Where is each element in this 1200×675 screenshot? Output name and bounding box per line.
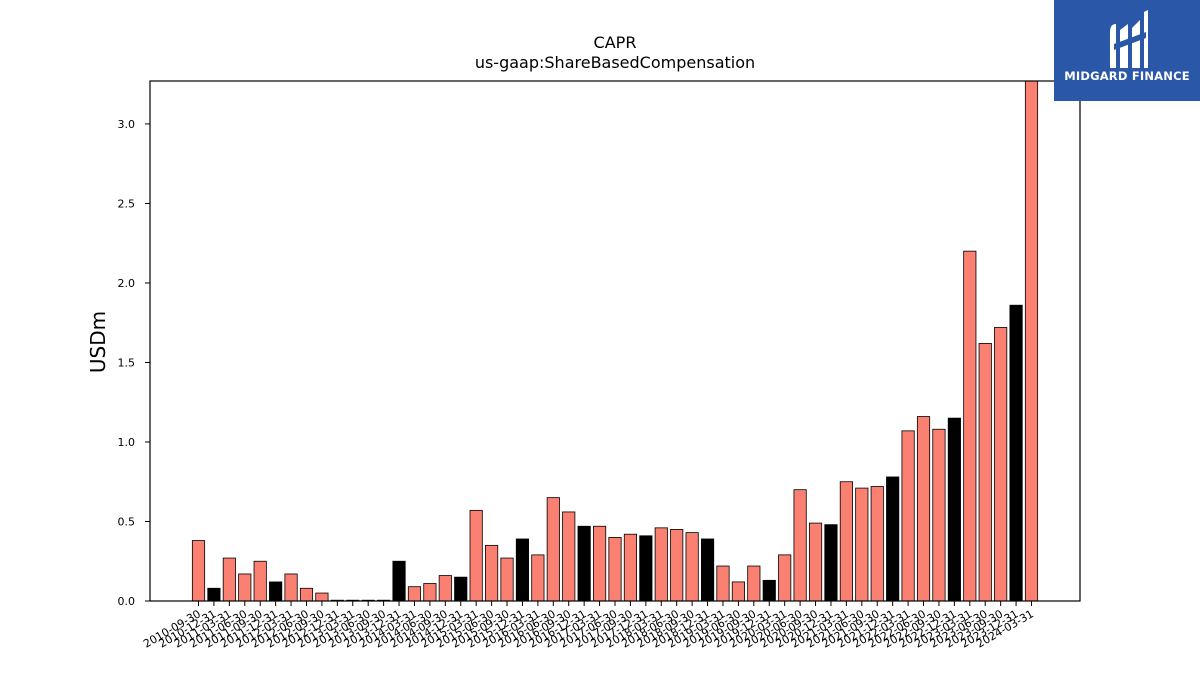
bar-2023-06-30 [978,342,992,602]
bar-2018-12-31 [700,538,715,602]
bar-2021-03-31 [839,481,853,602]
bar-2019-12-31 [762,579,776,602]
bar-2022-09-30 [932,428,946,602]
bar-2018-09-30 [685,532,699,602]
bar-2020-09-30 [808,522,823,602]
bar-2013-12-31 [392,560,406,602]
bar-2014-12-31 [454,576,468,602]
bar-2022-12-31 [947,417,961,602]
bar-2023-12-31 [1009,304,1023,602]
y-tick-label: 3.0 [118,118,136,131]
bar-2014-03-31 [407,586,422,602]
bar-2012-09-30 [315,592,329,602]
bar-2016-06-30 [546,497,560,602]
bar-2017-06-30 [608,536,622,602]
bar-2022-03-31 [901,430,915,602]
bar-2015-09-30 [500,557,514,602]
bar-2016-03-31 [531,554,545,602]
brand-name: MIDGARD FINANCE [1064,69,1190,83]
y-tick-label: 1.5 [118,356,136,369]
bar-2020-06-30 [793,489,807,602]
bar-2019-06-30 [731,581,745,602]
y-tick-label: 0.5 [118,515,136,528]
bar-2014-06-30 [423,583,437,602]
bar-2011-06-30 [238,573,252,602]
bar-2021-12-31 [886,476,900,602]
chart-title: CAPR [594,33,637,52]
brand-logo: MIDGARD FINANCE [1054,0,1200,101]
bar-2012-06-30 [299,587,314,602]
y-tick-label: 0.0 [118,595,136,608]
bar-2014-09-30 [438,575,452,602]
bar-2010-12-31 [207,587,221,602]
bar-2011-12-31 [269,581,283,602]
bar-2011-03-31 [222,557,236,602]
chart-subtitle: us-gaap:ShareBasedCompensation [475,53,755,72]
bar-2020-12-31 [824,524,838,602]
bar-2024-03-31 [1024,80,1039,602]
bars-group [191,80,1039,602]
bar-2023-03-31 [963,250,977,602]
bar-2015-06-30 [485,544,499,602]
bar-2012-03-31 [284,573,298,602]
y-tick-label: 2.5 [118,197,136,210]
bar-2020-03-31 [778,554,792,602]
bar-2010-09-30 [191,540,206,602]
bar-2022-06-30 [916,416,931,602]
bar-2017-09-30 [623,533,638,602]
y-axis: 0.0 0.5 1.0 1.5 2.0 2.5 3.0 [118,118,150,608]
bar-2017-03-31 [593,525,607,602]
bar-2019-09-30 [747,565,761,602]
bar-2015-12-31 [515,538,530,602]
y-axis-label: USDm [86,311,110,373]
bar-2018-06-30 [670,529,684,602]
bar-2021-09-30 [870,486,884,602]
bar-2015-03-31 [469,509,483,602]
bar-2017-12-31 [639,535,653,602]
x-axis: 2010-09-302010-12-312011-03-312011-06-30… [141,601,1036,651]
bar-2023-09-30 [994,327,1008,602]
bar-2016-09-30 [562,511,576,602]
bar-2016-12-31 [577,525,591,602]
y-tick-label: 1.0 [118,436,136,449]
bar-2018-03-31 [654,527,668,602]
bar-2011-09-30 [253,560,267,602]
bar-2021-06-30 [855,487,869,602]
bar-2019-03-31 [716,565,730,602]
y-tick-label: 2.0 [118,277,136,290]
midgard-logo-icon [1110,10,1148,68]
plot-frame [149,80,1081,602]
